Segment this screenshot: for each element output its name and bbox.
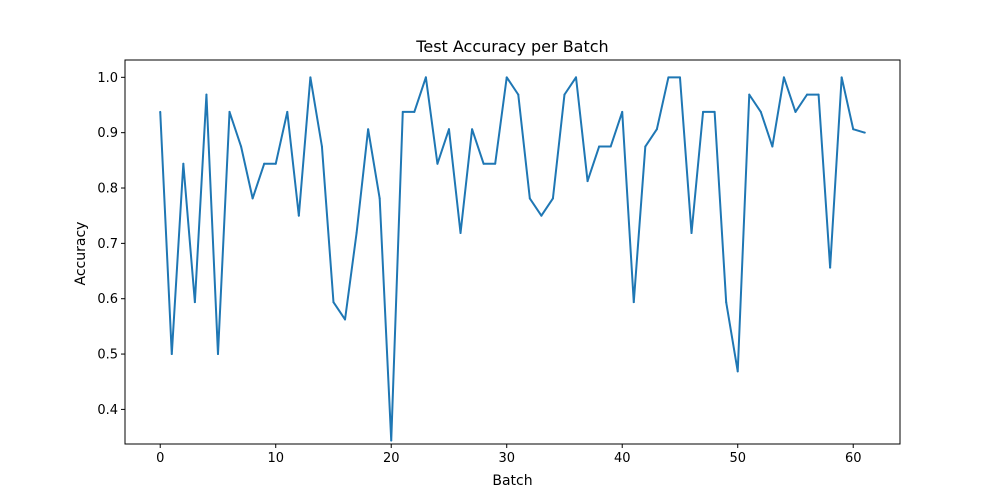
data-points [159, 76, 866, 442]
data-point [355, 231, 358, 234]
data-point [632, 301, 635, 304]
data-point [332, 301, 335, 304]
data-point [609, 145, 612, 148]
y-axis-label: Accuracy [73, 222, 89, 286]
y-tick-label: 0.7 [97, 237, 118, 252]
data-point [598, 145, 601, 148]
x-tick-label: 60 [845, 451, 862, 466]
data-point [806, 93, 809, 96]
x-tick-label: 50 [729, 451, 746, 466]
data-point [482, 162, 485, 165]
x-axis-label: Batch [492, 473, 532, 489]
y-axis-ticks: 0.4 0.5 0.6 0.7 0.8 0.9 1.0 [97, 71, 125, 418]
data-point [840, 76, 843, 79]
data-point [528, 197, 531, 200]
data-point [447, 128, 450, 131]
data-point [713, 110, 716, 113]
data-point [216, 353, 219, 356]
data-point [436, 162, 439, 165]
x-tick-label: 20 [383, 451, 400, 466]
data-point [748, 93, 751, 96]
data-point [829, 266, 832, 269]
data-point [540, 214, 543, 217]
data-point [817, 93, 820, 96]
data-point [505, 76, 508, 79]
data-point [367, 128, 370, 131]
data-point [494, 162, 497, 165]
data-point [517, 93, 520, 96]
data-point [621, 110, 624, 113]
plot-frame [124, 59, 901, 445]
data-point [297, 214, 300, 217]
data-point [794, 110, 797, 113]
x-tick-label: 10 [267, 451, 284, 466]
data-point [551, 197, 554, 200]
x-axis-ticks: 0 10 20 30 40 50 60 [156, 444, 861, 466]
y-tick-label: 1.0 [97, 71, 118, 86]
data-point [159, 110, 162, 113]
data-point [344, 318, 347, 321]
data-point [263, 162, 266, 165]
accuracy-series-line [159, 76, 866, 442]
data-point [725, 301, 728, 304]
data-point [771, 145, 774, 148]
data-point [286, 110, 289, 113]
data-point [274, 162, 277, 165]
data-point [702, 110, 705, 113]
data-point [228, 110, 231, 113]
data-point [240, 145, 243, 148]
data-point [459, 231, 462, 234]
data-point [309, 76, 312, 79]
y-tick-label: 0.6 [97, 292, 118, 307]
x-tick-label: 0 [156, 451, 164, 466]
data-point [586, 180, 589, 183]
y-tick-label: 0.5 [97, 348, 118, 363]
data-point [759, 110, 762, 113]
x-tick-label: 40 [614, 451, 631, 466]
data-point [471, 128, 474, 131]
data-point [401, 110, 404, 113]
data-point [644, 145, 647, 148]
data-point [205, 93, 208, 96]
data-point [251, 197, 254, 200]
data-point [378, 197, 381, 200]
x-tick-label: 30 [498, 451, 515, 466]
data-point [667, 76, 670, 79]
data-point [678, 76, 681, 79]
data-point [182, 162, 185, 165]
data-point [320, 145, 323, 148]
y-tick-label: 0.4 [97, 403, 118, 418]
data-point [424, 76, 427, 79]
data-point [413, 110, 416, 113]
chart-title: Test Accuracy per Batch [415, 37, 608, 56]
data-point [736, 370, 739, 373]
y-tick-label: 0.9 [97, 126, 118, 141]
data-point [170, 353, 173, 356]
data-point [193, 301, 196, 304]
data-point [563, 93, 566, 96]
data-point [575, 76, 578, 79]
data-point [390, 439, 393, 442]
y-tick-label: 0.8 [97, 182, 118, 197]
data-point [852, 128, 855, 131]
data-point [863, 131, 866, 134]
data-point [782, 76, 785, 79]
data-point [655, 128, 658, 131]
data-point [690, 231, 693, 234]
